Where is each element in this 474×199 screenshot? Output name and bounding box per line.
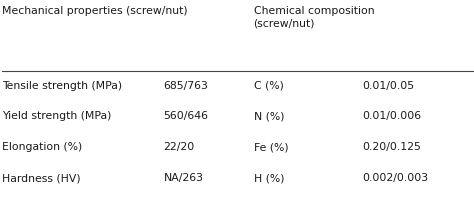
Text: Tensile strength (MPa): Tensile strength (MPa): [2, 81, 122, 91]
Text: H (%): H (%): [254, 173, 284, 183]
Text: N (%): N (%): [254, 111, 284, 121]
Text: Mechanical properties (screw/nut): Mechanical properties (screw/nut): [2, 6, 188, 16]
Text: Fe (%): Fe (%): [254, 142, 288, 152]
Text: Elongation (%): Elongation (%): [2, 142, 82, 152]
Text: 0.01/0.006: 0.01/0.006: [363, 111, 422, 121]
Text: NA/263: NA/263: [164, 173, 203, 183]
Text: 0.20/0.125: 0.20/0.125: [363, 142, 421, 152]
Text: Yield strength (MPa): Yield strength (MPa): [2, 111, 112, 121]
Text: 0.002/0.003: 0.002/0.003: [363, 173, 429, 183]
Text: 560/646: 560/646: [164, 111, 209, 121]
Text: Hardness (HV): Hardness (HV): [2, 173, 81, 183]
Text: 0.01/0.05: 0.01/0.05: [363, 81, 415, 91]
Text: C (%): C (%): [254, 81, 283, 91]
Text: 685/763: 685/763: [164, 81, 209, 91]
Text: Chemical composition
(screw/nut): Chemical composition (screw/nut): [254, 6, 374, 28]
Text: 22/20: 22/20: [164, 142, 195, 152]
